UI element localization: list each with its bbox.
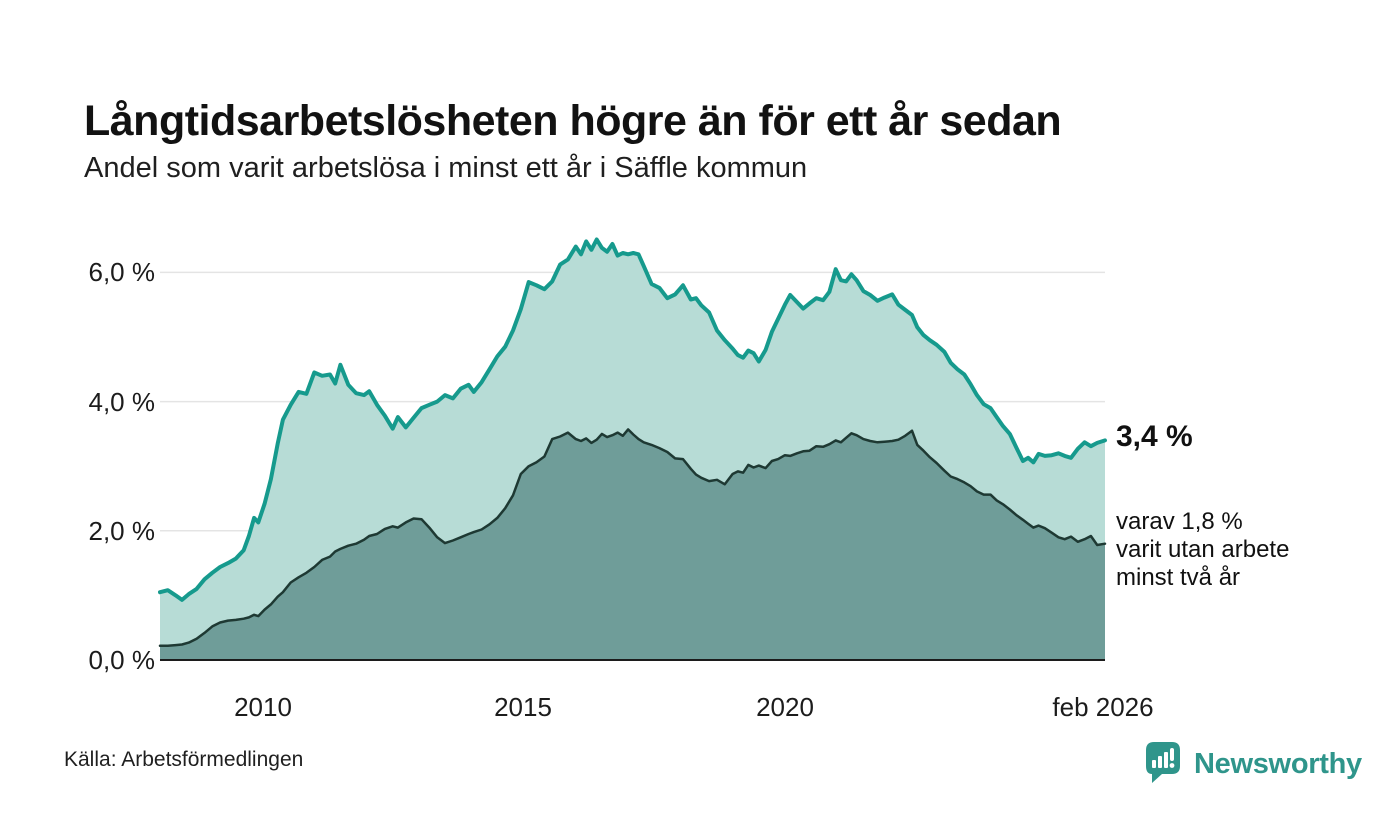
secondary-note-line1: varav 1,8 % xyxy=(1116,508,1243,535)
secondary-note-line2: varit utan arbete xyxy=(1116,536,1290,563)
source-attribution: Källa: Arbetsförmedlingen xyxy=(64,748,304,771)
page-title: Långtidsarbetslösheten högre än för ett … xyxy=(84,96,1062,145)
y-tick-2: 2,0 % xyxy=(88,516,156,546)
y-tick-0: 0,0 % xyxy=(88,645,156,675)
secondary-value-note: varav 1,8 % varit utan arbete minst två … xyxy=(1116,508,1346,592)
newsworthy-logo-icon xyxy=(1143,740,1183,789)
secondary-note-line3: minst två år xyxy=(1116,564,1241,591)
x-tick-2010: 2010 xyxy=(234,692,292,722)
area-fill-two-years xyxy=(160,429,1105,660)
y-tick-4: 4,0 % xyxy=(88,387,156,417)
x-tick-2015: 2015 xyxy=(494,692,552,722)
newsworthy-logo: Newsworthy xyxy=(1143,740,1362,789)
newsworthy-logo-text: Newsworthy xyxy=(1194,748,1362,780)
line-one-year xyxy=(158,237,1107,602)
x-tick-2020: 2020 xyxy=(756,692,814,722)
chart-subtitle: Andel som varit arbetslösa i minst ett å… xyxy=(84,152,808,184)
x-tick-feb-2026: feb 2026 xyxy=(1052,692,1154,722)
y-tick-6: 6,0 % xyxy=(88,257,156,287)
latest-value-label: 3,4 % xyxy=(1116,420,1193,453)
line-two-years xyxy=(158,428,1107,648)
